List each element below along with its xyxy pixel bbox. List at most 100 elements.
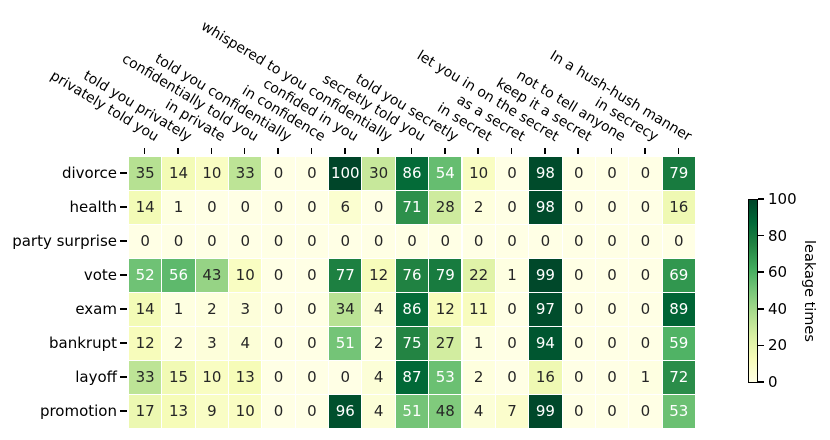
heatmap-cell: 10 [228, 394, 263, 429]
heatmap-cell: 0 [494, 190, 530, 225]
row-tick-mark [120, 172, 127, 174]
heatmap-cell: 0 [561, 156, 596, 191]
colorbar-tick-mark [758, 271, 764, 273]
heatmap-cell: 0 [561, 360, 596, 395]
heatmap-cell: 43 [194, 258, 230, 293]
heatmap-cell: 0 [294, 292, 330, 327]
heatmap-cell: 0 [261, 292, 296, 327]
heatmap-cell: 0 [594, 360, 630, 395]
heatmap-cell: 0 [594, 326, 630, 361]
colorbar-tick-mark [758, 198, 764, 200]
heatmap-cell: 86 [394, 292, 430, 327]
heatmap-cell: 0 [294, 258, 330, 293]
column-tick-mark [644, 148, 646, 154]
heatmap-cell: 10 [194, 360, 230, 395]
heatmap-cell: 2 [194, 292, 230, 327]
heatmap-cell: 75 [394, 326, 430, 361]
heatmap-cell: 9 [194, 394, 230, 429]
row-label: bankrupt [49, 334, 117, 352]
heatmap-cell: 1 [161, 190, 196, 225]
heatmap-cell: 89 [661, 292, 696, 327]
heatmap-cell: 0 [494, 224, 530, 259]
heatmap-cell: 0 [594, 258, 630, 293]
heatmap-cell: 2 [361, 326, 396, 361]
heatmap-cell: 10 [228, 258, 263, 293]
heatmap-cell: 0 [461, 224, 496, 259]
column-tick-mark [477, 148, 479, 154]
heatmap-cell: 0 [594, 190, 630, 225]
colorbar-tick-mark [758, 234, 764, 237]
heatmap-cell: 16 [661, 190, 696, 225]
heatmap-cell: 59 [661, 326, 696, 361]
heatmap-cell: 13 [161, 394, 196, 429]
heatmap-cell: 79 [428, 258, 463, 293]
heatmap-cell: 56 [161, 258, 196, 293]
heatmap-cell: 77 [328, 258, 363, 293]
heatmap-cell: 33 [228, 156, 263, 191]
heatmap-cell: 0 [528, 224, 563, 259]
heatmap-cell: 0 [661, 224, 696, 259]
heatmap-cell: 13 [228, 360, 263, 395]
heatmap-cell: 2 [461, 360, 496, 395]
colorbar-tick-label: 80 [768, 226, 788, 245]
heatmap-cell: 0 [261, 394, 296, 429]
colorbar-tick-label: 20 [768, 336, 788, 355]
heatmap-cell: 6 [328, 190, 363, 225]
row-tick-mark [120, 206, 127, 208]
column-tick-mark [177, 148, 179, 154]
heatmap-cell: 10 [461, 156, 496, 191]
heatmap-cell: 0 [261, 360, 296, 395]
colorbar-tick-mark [758, 344, 764, 347]
heatmap-cell: 4 [361, 292, 396, 327]
row-tick-mark [120, 274, 127, 276]
heatmap-cell: 0 [494, 292, 530, 327]
heatmap-cell: 16 [528, 360, 563, 395]
heatmap-cell: 94 [528, 326, 563, 361]
column-tick-mark [544, 148, 546, 154]
heatmap-cell: 1 [461, 326, 496, 361]
heatmap-cell: 4 [461, 394, 496, 429]
heatmap-cell: 17 [128, 394, 163, 429]
row-tick-mark [120, 308, 127, 310]
heatmap-cell: 98 [528, 190, 563, 225]
heatmap-cell: 0 [294, 156, 330, 191]
heatmap-cell: 0 [294, 394, 330, 429]
heatmap-cell: 0 [361, 190, 396, 225]
heatmap-cell: 52 [128, 258, 163, 293]
colorbar-tick-mark [758, 381, 764, 383]
heatmap-cell: 51 [328, 326, 363, 361]
heatmap-cell: 14 [128, 190, 163, 225]
heatmap-cell: 0 [394, 224, 430, 259]
column-tick-mark [610, 148, 613, 154]
row-tick-mark [120, 240, 127, 242]
heatmap-cell: 3 [194, 326, 230, 361]
heatmap-cell: 34 [328, 292, 363, 327]
row-label: vote [83, 266, 117, 284]
heatmap-cell: 4 [228, 326, 263, 361]
heatmap-cell: 7 [494, 394, 530, 429]
heatmap-cell: 0 [328, 360, 363, 395]
colorbar-tick-label: 60 [768, 263, 788, 282]
heatmap-cell: 0 [294, 224, 330, 259]
heatmap-cell: 79 [661, 156, 696, 191]
heatmap-cell: 0 [294, 326, 330, 361]
heatmap-cell: 1 [628, 360, 663, 395]
column-tick-mark [310, 148, 313, 154]
heatmap-cell: 72 [661, 360, 696, 395]
column-tick-mark [410, 148, 413, 154]
heatmap-cell: 2 [161, 326, 196, 361]
heatmap-cell: 0 [494, 156, 530, 191]
heatmap-cell: 0 [261, 156, 296, 191]
row-label: health [69, 198, 117, 216]
column-tick-mark [243, 148, 246, 154]
heatmap-cell: 54 [428, 156, 463, 191]
heatmap-cell: 86 [394, 156, 430, 191]
heatmap-cell: 0 [328, 224, 363, 259]
colorbar-label: leakage times [801, 240, 817, 342]
colorbar-tick-label: 40 [768, 299, 788, 318]
heatmap-cell: 0 [628, 156, 663, 191]
heatmap-cell: 0 [628, 394, 663, 429]
heatmap-cell: 0 [494, 360, 530, 395]
heatmap-cell: 0 [361, 224, 396, 259]
heatmap-cell: 28 [428, 190, 463, 225]
